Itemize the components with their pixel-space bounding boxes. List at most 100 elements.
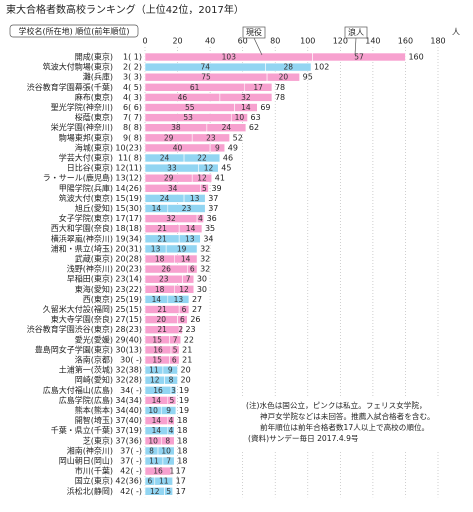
segment-label: 10 — [148, 406, 158, 415]
rank-label: 34(34) — [115, 396, 142, 405]
note-text: 神戸女学院などは未回答。推薦入試合格者を含む。 — [260, 411, 435, 421]
segment-label: 6 — [182, 305, 187, 314]
rank-label: 30(13) — [115, 345, 142, 354]
total-label: 18 — [177, 436, 187, 445]
segment-label: 24 — [222, 123, 232, 132]
school-label: 愛光(愛媛) — [75, 334, 113, 344]
school-label: 筑波大付(東京) — [59, 193, 113, 203]
segment-label: 14 — [241, 103, 251, 112]
segment-label: 1 — [169, 467, 174, 476]
school-label: 駒場東邦(東京) — [59, 132, 113, 142]
segment-label: 29 — [164, 174, 174, 183]
bar-segment — [312, 52, 406, 62]
segment-label: 17 — [253, 83, 263, 92]
school-label: 東大寺学園(奈良) — [51, 314, 113, 324]
total-label: 46 — [223, 154, 233, 163]
rank-label: 6( 6) — [123, 103, 142, 112]
bar-segment — [191, 173, 213, 183]
rank-label: 3( 3) — [123, 73, 142, 82]
total-label: 27 — [192, 305, 202, 314]
rank-label: 42(36) — [115, 477, 142, 486]
total-label: 37 — [208, 194, 218, 203]
segment-label: 4 — [169, 416, 174, 425]
bar-segment — [154, 476, 173, 486]
segment-label: 16 — [153, 345, 163, 354]
segment-label: 14 — [186, 224, 196, 233]
note-text: (資料)サンデー毎日 2017.4.9号 — [248, 433, 359, 443]
segment-label: 12 — [204, 164, 214, 173]
bar-segment — [164, 375, 178, 385]
total-label: 20 — [181, 366, 191, 375]
total-label: 18 — [177, 416, 187, 425]
segment-label: 14 — [152, 204, 162, 213]
segment-label: 4 — [169, 426, 174, 435]
bar-segment — [170, 466, 173, 476]
bar-segment — [162, 365, 178, 375]
x-tick-label: 40 — [205, 37, 215, 46]
total-label: 95 — [303, 73, 313, 82]
segment-label: 10 — [235, 113, 245, 122]
school-label: 甲陽学院(兵庫) — [59, 183, 113, 193]
bar-segment — [266, 72, 300, 82]
school-label: 学芸大付(東京) — [59, 153, 113, 163]
x-tick-label: 60 — [238, 37, 248, 46]
segment-label: 26 — [161, 265, 171, 274]
rank-label: 11( 8) — [118, 154, 142, 163]
total-label: 17 — [176, 477, 186, 486]
total-label: 78 — [275, 83, 285, 92]
x-tick-label: 0 — [142, 37, 147, 46]
segment-label: 57 — [354, 53, 364, 62]
school-label: 開成(東京) — [75, 52, 113, 62]
segment-label: 32 — [241, 93, 251, 102]
segment-label: 103 — [222, 53, 237, 62]
total-label: 78 — [275, 93, 285, 102]
school-label: 芝(東京) — [83, 435, 113, 445]
bar-segment — [160, 436, 175, 446]
school-label: 岡山朝日(岡山) — [59, 456, 113, 466]
bar-segment — [182, 274, 195, 284]
segment-label: 53 — [183, 113, 193, 122]
segment-label: 55 — [185, 103, 195, 112]
note-text: 前年順位は前年合格者数17人以上で高校の順位。 — [260, 422, 429, 432]
rank-label: 23(14) — [115, 275, 142, 284]
school-label: 女子学院(東京) — [59, 213, 113, 223]
bar-segment — [178, 224, 203, 233]
legend-label: 現役 — [246, 27, 262, 37]
legend-label: 浪人 — [348, 27, 364, 37]
segment-label: 21 — [157, 305, 167, 314]
bar-segment — [243, 83, 273, 92]
x-tick-label: 140 — [365, 37, 380, 46]
total-label: 62 — [249, 123, 259, 132]
school-label: 渋谷教育学園渋谷(東京) — [27, 324, 113, 334]
segment-label: 3 — [171, 386, 176, 395]
total-label: 69 — [260, 103, 270, 112]
rank-label: 18(18) — [115, 224, 142, 233]
rank-label: 20(28) — [115, 255, 142, 264]
school-label: 早稲田(東京) — [67, 274, 113, 284]
segment-label: 75 — [201, 73, 211, 82]
total-label: 27 — [192, 295, 202, 304]
segment-label: 11 — [149, 457, 159, 466]
bar-segment — [219, 93, 273, 102]
segment-label: 16 — [153, 467, 163, 476]
rank-label: 17(17) — [115, 214, 142, 223]
segment-label: 6 — [180, 315, 185, 324]
segment-label: 13 — [185, 234, 195, 243]
rank-label: 34(40) — [115, 406, 142, 415]
school-label: ラ・サール(鹿児島) — [43, 173, 113, 183]
total-label: 23 — [185, 325, 195, 334]
segment-label: 74 — [200, 63, 210, 72]
school-label: 洛南(京都) — [75, 355, 113, 365]
segment-label: 61 — [190, 83, 200, 92]
rank-label: 15(30) — [115, 204, 142, 213]
segment-label: 33 — [167, 164, 177, 173]
school-label: 日比谷(東京) — [67, 163, 113, 173]
bar-segment — [164, 486, 173, 496]
rank-label: 28(23) — [115, 325, 142, 334]
school-label: 開智(埼玉) — [75, 415, 113, 425]
segment-label: 7 — [173, 335, 178, 344]
segment-label: 38 — [171, 123, 181, 132]
bar-segment — [200, 184, 209, 193]
school-label: 西大和学園(奈良) — [51, 223, 113, 233]
school-label: 旭丘(愛知) — [75, 203, 113, 213]
